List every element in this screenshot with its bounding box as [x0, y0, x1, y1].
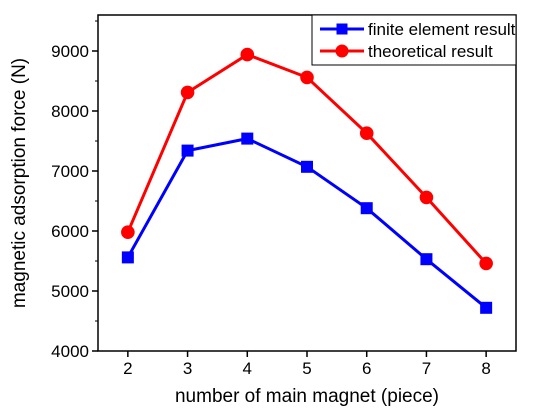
data-point [360, 202, 373, 215]
legend: finite element result theoretical result [311, 14, 517, 66]
legend-box [311, 14, 517, 66]
x-tick-label: 6 [362, 359, 371, 378]
y-tick-label: 7000 [51, 162, 89, 181]
legend-marker-circle [335, 44, 349, 58]
series-finite-element [121, 132, 493, 314]
data-point [420, 253, 433, 266]
x-tick-label: 2 [123, 359, 132, 378]
data-point [121, 225, 135, 239]
legend-label-finite: finite element result [368, 20, 516, 39]
series-theoretical [121, 47, 493, 271]
y-tick-label: 9000 [51, 42, 89, 61]
data-point [121, 251, 134, 264]
x-axis-title: number of main magnet (piece) [175, 386, 439, 407]
data-point [301, 160, 313, 173]
legend-label-theoretical: theoretical result [368, 42, 493, 61]
data-point [480, 301, 493, 314]
data-point [419, 190, 434, 205]
x-tick-label: 8 [481, 359, 490, 378]
x-tick-label: 7 [422, 359, 431, 378]
data-point [300, 70, 314, 85]
x-tick-label: 5 [302, 359, 311, 378]
legend-marker-square [336, 23, 348, 35]
y-tick-label: 6000 [51, 222, 89, 241]
data-point [241, 132, 254, 145]
y-tick-label: 4000 [51, 342, 89, 361]
data-point [240, 47, 255, 62]
y-tick-label: 5000 [51, 282, 89, 301]
data-point [479, 256, 493, 271]
data-point [359, 126, 374, 140]
data-point [181, 144, 194, 157]
x-tick-label: 3 [183, 359, 192, 378]
y-tick-label: 8000 [51, 102, 89, 121]
series-layer [121, 47, 493, 314]
axis-ticks: 2 3 4 5 6 7 8 4000 5000 6000 7000 8000 9000 [51, 20, 491, 378]
y-axis-title: magnetic adsorption force (N) [9, 58, 30, 308]
data-point [180, 85, 195, 100]
x-tick-label: 4 [243, 359, 252, 378]
